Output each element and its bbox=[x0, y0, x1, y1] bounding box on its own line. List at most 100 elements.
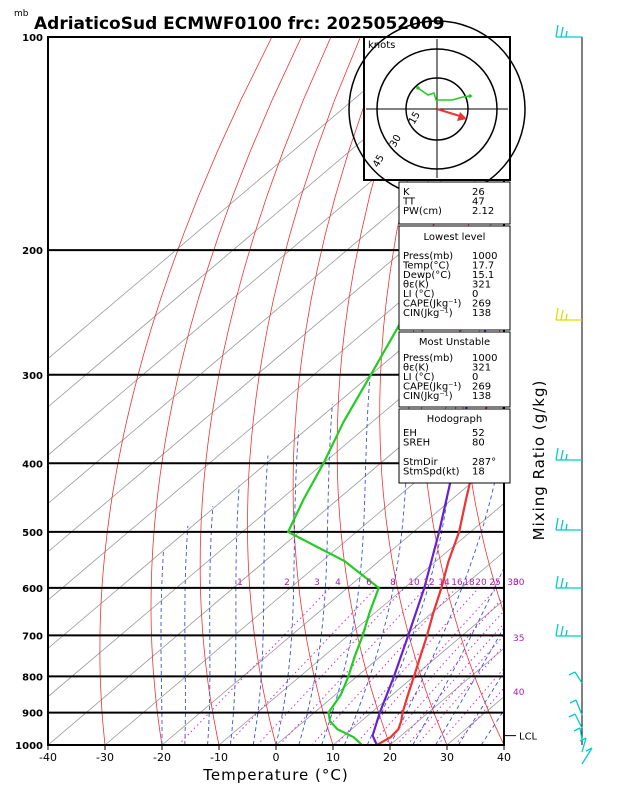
isotherm-line bbox=[48, 164, 504, 553]
wind-barb-flag bbox=[560, 449, 564, 461]
temperature-tick-label: 40 bbox=[497, 751, 511, 764]
mixing-ratio-tick-label: 12 bbox=[423, 578, 434, 588]
wind-barb-flag bbox=[565, 313, 568, 321]
pressure-tick-label: 300 bbox=[22, 371, 43, 382]
pressure-tick-label: 700 bbox=[22, 631, 43, 642]
hodograph-block-title: Hodograph bbox=[427, 414, 482, 425]
isotherm-line bbox=[218, 502, 504, 745]
indices-box bbox=[398, 225, 511, 331]
isotherm-line bbox=[332, 599, 504, 745]
lowest-level-value: 321 bbox=[472, 280, 491, 291]
temperature-tick-label: 30 bbox=[440, 751, 454, 764]
most-unstable-title: Most Unstable bbox=[419, 337, 490, 348]
most-unstable-name: θε(K) bbox=[403, 363, 429, 374]
hodograph-point bbox=[416, 86, 420, 90]
lowest-level-value: 0 bbox=[472, 289, 478, 300]
lowest-level-value: 17.7 bbox=[472, 261, 494, 272]
index-general-name: K bbox=[403, 187, 410, 198]
wind-barb-flag bbox=[569, 699, 577, 704]
lowest-level-name: LI (°C) bbox=[403, 289, 435, 300]
lowest-level-name: Dewp(°C) bbox=[403, 270, 451, 281]
mixing-ratio-tick-label: 3 bbox=[314, 578, 320, 588]
lowest-level-value: 269 bbox=[472, 299, 491, 310]
wind-barb-shaft bbox=[581, 737, 587, 753]
mixing-ratio-line bbox=[396, 622, 504, 745]
wind-barb-flag bbox=[565, 453, 568, 461]
temperature-tick-label: -10 bbox=[210, 751, 228, 764]
wind-barbs bbox=[555, 24, 593, 765]
dewpoint-curve bbox=[287, 223, 504, 745]
dry-adiabat-line bbox=[574, 37, 618, 745]
pressure-tick-label: 500 bbox=[22, 528, 43, 539]
lowest-level-title: Lowest level bbox=[424, 232, 486, 243]
lcl-marker: LCL bbox=[504, 732, 538, 743]
y-axis-label: Mixing Ratio (g/kg) bbox=[530, 380, 548, 541]
temperature-tick-label: 10 bbox=[326, 751, 340, 764]
most-unstable-value: 1000 bbox=[472, 353, 497, 364]
most-unstable-value: 0 bbox=[472, 372, 478, 383]
lowest-level-name: Temp(°C) bbox=[402, 261, 450, 272]
isotherm-line bbox=[104, 406, 504, 745]
hodograph-index-name: EH bbox=[403, 428, 417, 439]
dry-adiabat-line bbox=[99, 37, 273, 745]
wind-barb-shaft bbox=[575, 699, 583, 716]
wind-barb-flag bbox=[555, 307, 559, 321]
index-general-name: PW(cm) bbox=[403, 206, 442, 217]
most-unstable-value: 138 bbox=[472, 391, 491, 402]
parcel-curve bbox=[371, 255, 504, 745]
pressure-tick-label: 900 bbox=[22, 709, 43, 720]
temperature-tick-label: 0 bbox=[273, 751, 280, 764]
mixing-ratio-tick-label: 8 bbox=[390, 578, 396, 588]
indices-box bbox=[398, 181, 511, 225]
isotherm-line bbox=[48, 261, 504, 649]
wind-barb-shaft bbox=[581, 747, 593, 765]
lowest-level-value: 15.1 bbox=[472, 270, 494, 281]
mixing-ratio-tick-label: 16 bbox=[451, 578, 463, 588]
dry-adiabat-line bbox=[199, 37, 332, 745]
isotherm-line bbox=[48, 213, 504, 601]
hodograph-index-name: StmSpd(kt) bbox=[403, 467, 460, 478]
mixing-ratio-tick-label: 1 bbox=[237, 578, 243, 588]
pressure-tick-label: 400 bbox=[22, 459, 43, 470]
moist-adiabat-line bbox=[298, 404, 333, 745]
most-unstable-name: CAPE(Jkg⁻¹) bbox=[403, 382, 461, 393]
index-general-name: TT bbox=[402, 197, 416, 208]
hodograph-point bbox=[468, 94, 472, 98]
dry-adiabat-line bbox=[292, 37, 391, 745]
isotherm-line bbox=[48, 37, 485, 408]
theta-e-tick-label: 30 bbox=[513, 578, 525, 588]
most-unstable-name: CIN(Jkg⁻¹) bbox=[403, 391, 453, 402]
dry-adiabat-line bbox=[247, 37, 361, 745]
temperature-tick-label: -40 bbox=[39, 751, 57, 764]
wind-barb-flag bbox=[579, 737, 587, 742]
mixing-ratio-line bbox=[437, 667, 504, 745]
lowest-level-value: 138 bbox=[472, 308, 491, 319]
mixing-ratio-tick-label: 6 bbox=[366, 578, 372, 588]
dry-adiabat-line bbox=[537, 37, 618, 745]
wind-barb-flag bbox=[555, 447, 559, 461]
hodograph-index-value: 18 bbox=[472, 467, 485, 478]
isotherm-line bbox=[48, 309, 504, 698]
most-unstable-value: 321 bbox=[472, 363, 491, 374]
hodograph-units: knots bbox=[368, 40, 395, 51]
wind-barb-flag bbox=[565, 30, 568, 38]
moist-adiabat-line bbox=[389, 429, 504, 745]
lcl-label: LCL bbox=[519, 732, 538, 743]
wind-barb-flag bbox=[565, 523, 568, 531]
mixing-ratio-line bbox=[370, 595, 504, 745]
wind-barb-flag bbox=[585, 747, 593, 752]
wind-barb-flag bbox=[565, 581, 568, 589]
temperature-tick-label: -30 bbox=[96, 751, 114, 764]
lowest-level-name: CIN(Jkg⁻¹) bbox=[403, 308, 453, 319]
temperature-tick-label: -20 bbox=[153, 751, 171, 764]
hodograph-trace bbox=[417, 87, 471, 101]
pressure-tick-label: 1000 bbox=[15, 741, 43, 752]
isotherm-line bbox=[48, 37, 428, 360]
hodograph-index-name: StmDir bbox=[403, 457, 438, 468]
lowest-level-value: 1000 bbox=[472, 251, 497, 262]
mixing-ratio-tick-label: 10 bbox=[408, 578, 420, 588]
pressure-tick-label: 100 bbox=[22, 33, 43, 44]
wind-barb-flag bbox=[555, 623, 559, 637]
